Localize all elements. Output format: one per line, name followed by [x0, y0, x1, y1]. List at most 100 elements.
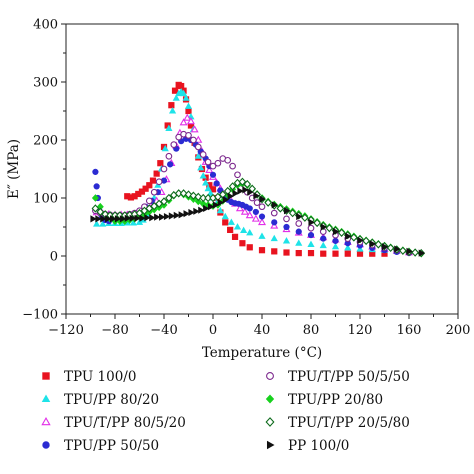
legend-marker — [42, 441, 50, 449]
data-point — [247, 188, 254, 196]
data-point — [232, 189, 239, 197]
data-point — [217, 199, 225, 207]
data-point — [235, 204, 244, 212]
data-point — [197, 164, 205, 171]
data-point — [270, 209, 278, 217]
y-tick-label: 100 — [33, 192, 58, 207]
data-point — [199, 151, 207, 158]
data-point — [253, 192, 260, 200]
data-point — [418, 249, 426, 257]
data-point — [345, 232, 352, 240]
data-point — [185, 107, 192, 115]
x-tick-label: 0 — [209, 323, 217, 338]
data-point — [194, 135, 203, 143]
data-point — [212, 201, 220, 209]
data-point — [369, 240, 377, 248]
data-point — [198, 206, 205, 214]
y-axis-label: E″ (MPa) — [6, 139, 22, 199]
data-point — [227, 226, 234, 234]
data-point — [332, 237, 339, 245]
axes — [61, 23, 459, 319]
legend: TPU 100/0 TPU/PP 80/20 TPU/T/PP 80/5/20 TPU… — [41, 369, 410, 454]
data-point — [149, 177, 157, 184]
data-point — [204, 158, 212, 166]
data-point — [399, 246, 407, 255]
plot-frame — [65, 23, 459, 315]
data-point — [411, 248, 419, 257]
data-point — [144, 214, 151, 222]
data-point — [301, 213, 309, 222]
data-point — [193, 207, 200, 215]
data-point — [228, 182, 237, 191]
data-point — [184, 102, 193, 109]
data-point — [119, 215, 127, 223]
y-tick-label: −100 — [22, 308, 58, 323]
legend-label: TPU/PP 20/80 — [288, 392, 383, 408]
data-point — [160, 165, 168, 173]
data-point — [173, 211, 181, 219]
series-1 — [93, 88, 413, 256]
data-point — [209, 162, 217, 170]
data-point — [237, 187, 244, 195]
data-point — [271, 219, 278, 226]
data-point — [258, 232, 266, 239]
data-point — [332, 228, 340, 236]
data-point — [233, 223, 242, 230]
data-point — [253, 199, 261, 206]
data-point — [238, 177, 247, 186]
data-point — [313, 218, 321, 228]
data-point — [159, 213, 166, 221]
data-point — [224, 156, 232, 164]
data-point — [172, 94, 180, 101]
y-tick-label: 0 — [50, 250, 58, 265]
data-point — [307, 250, 315, 257]
y-tick-label: 300 — [33, 76, 58, 91]
data-point — [295, 239, 303, 246]
legend-label: TPU/T/PP 50/5/50 — [288, 369, 410, 385]
data-point — [337, 228, 346, 237]
data-point — [178, 211, 185, 219]
legend-item: TPU/T/PP 50/5/50 — [266, 369, 410, 385]
data-point — [110, 215, 117, 223]
data-point — [194, 143, 202, 151]
data-point — [202, 179, 210, 186]
x-tick-label: 80 — [303, 323, 320, 338]
legend-label: TPU/T/PP 80/5/20 — [64, 415, 186, 431]
data-point — [154, 213, 161, 221]
data-point — [134, 214, 141, 222]
data-point — [206, 189, 215, 196]
data-point — [186, 117, 195, 125]
data-point — [171, 87, 179, 94]
data-point — [93, 220, 101, 227]
data-point — [331, 242, 340, 250]
legend-marker — [41, 394, 51, 403]
data-point — [142, 185, 149, 192]
data-point — [157, 160, 164, 167]
data-point — [145, 204, 154, 213]
data-point — [307, 240, 315, 247]
x-tick-label: 40 — [254, 323, 271, 338]
data-point — [234, 171, 241, 179]
data-point — [190, 125, 199, 133]
data-point — [92, 168, 99, 175]
data-point — [129, 214, 136, 222]
data-point — [168, 102, 175, 109]
data-point — [209, 171, 217, 178]
data-point — [150, 188, 158, 196]
data-point — [295, 250, 302, 257]
data-point — [165, 124, 173, 131]
data-point — [129, 219, 137, 226]
data-point — [239, 240, 246, 247]
data-point — [174, 189, 183, 198]
data-point — [350, 233, 358, 242]
x-tick-label: 120 — [348, 323, 373, 338]
data-point — [252, 208, 259, 216]
series-0 — [124, 81, 388, 257]
y-tick-label: 400 — [33, 18, 58, 33]
data-point — [357, 236, 364, 244]
data-point — [308, 218, 315, 226]
legend-marker — [41, 416, 51, 426]
data-point — [227, 218, 235, 225]
legend-item: TPU/PP 80/20 — [41, 392, 159, 408]
